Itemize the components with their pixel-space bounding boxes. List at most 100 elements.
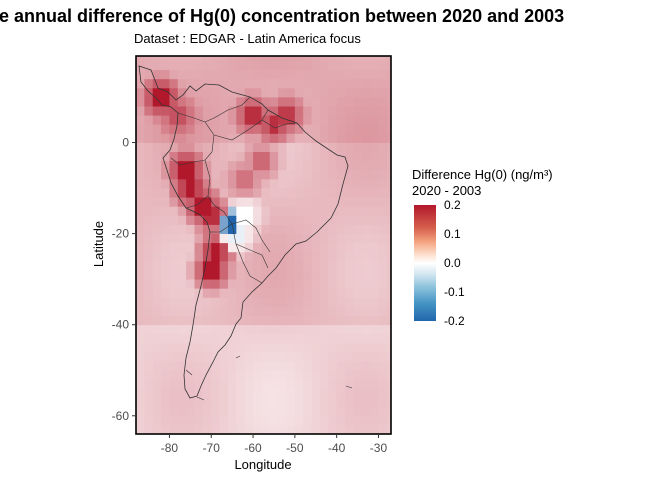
heatmap-cell bbox=[294, 342, 304, 353]
heatmap-cell bbox=[294, 60, 304, 71]
heatmap-cell bbox=[370, 370, 379, 380]
heatmap-cell bbox=[269, 297, 279, 307]
heatmap-cell bbox=[177, 260, 187, 271]
heatmap-cell bbox=[244, 260, 254, 271]
heatmap-cell bbox=[161, 151, 170, 162]
heatmap-cell bbox=[269, 415, 279, 426]
heatmap-cell bbox=[386, 197, 391, 207]
heatmap-cell bbox=[169, 215, 179, 225]
heatmap-cell bbox=[361, 251, 371, 262]
heatmap-cell bbox=[253, 160, 262, 171]
heatmap-cell bbox=[152, 352, 162, 362]
heatmap-cell bbox=[186, 60, 195, 71]
heatmap-cell bbox=[303, 160, 312, 171]
heatmap-cell bbox=[336, 160, 346, 171]
heatmap-cell bbox=[336, 324, 346, 335]
heatmap-cell bbox=[202, 270, 212, 280]
heatmap-cell bbox=[152, 178, 162, 189]
heatmap-cell bbox=[336, 78, 346, 89]
heatmap-cell bbox=[136, 142, 145, 153]
heatmap-cell bbox=[261, 56, 271, 61]
heatmap-cell bbox=[294, 397, 304, 408]
heatmap-cell bbox=[177, 251, 187, 262]
heatmap-cell bbox=[136, 379, 145, 389]
heatmap-cell bbox=[136, 87, 145, 98]
heatmap-cell bbox=[244, 251, 254, 262]
heatmap-cell bbox=[278, 288, 287, 298]
heatmap-cell bbox=[261, 406, 271, 417]
heatmap-cell bbox=[269, 361, 279, 371]
heatmap-cell bbox=[227, 96, 237, 107]
heatmap-cell bbox=[186, 197, 195, 207]
heatmap-cell bbox=[253, 379, 262, 389]
x-tick-label: -30 bbox=[370, 441, 388, 455]
heatmap-cell bbox=[227, 406, 237, 417]
heatmap-cell bbox=[303, 78, 312, 89]
heatmap-cell bbox=[336, 224, 346, 235]
heatmap-cell bbox=[227, 370, 237, 380]
x-tick-label: -80 bbox=[161, 441, 179, 455]
heatmap-cell bbox=[211, 297, 221, 307]
heatmap-cell bbox=[136, 333, 145, 344]
heatmap-cell bbox=[328, 342, 338, 353]
heatmap-cell bbox=[161, 197, 170, 207]
heatmap-cell bbox=[244, 56, 254, 61]
heatmap-cell bbox=[286, 270, 296, 280]
heatmap-cell bbox=[169, 333, 179, 344]
heatmap-cell bbox=[177, 324, 187, 335]
heatmap-cell bbox=[253, 69, 262, 80]
heatmap-cell bbox=[328, 178, 338, 189]
heatmap-cell bbox=[144, 352, 154, 362]
heatmap-cell bbox=[386, 160, 391, 171]
heatmap-cell bbox=[269, 56, 279, 61]
heatmap-cell bbox=[336, 87, 346, 98]
heatmap-cell bbox=[219, 124, 229, 134]
heatmap-cell bbox=[311, 279, 321, 289]
heatmap-cell bbox=[186, 151, 195, 162]
heatmap-cell bbox=[211, 215, 221, 225]
heatmap-cell bbox=[370, 279, 379, 289]
heatmap-cell bbox=[136, 306, 145, 316]
heatmap-cell bbox=[345, 361, 354, 371]
heatmap-cell bbox=[194, 96, 204, 107]
heatmap-cell bbox=[286, 133, 296, 143]
heatmap-cell bbox=[169, 379, 179, 389]
heatmap-cell bbox=[236, 333, 246, 344]
heatmap-cell bbox=[227, 260, 237, 271]
heatmap-cell bbox=[169, 197, 179, 207]
heatmap-cell bbox=[244, 379, 254, 389]
heatmap-cell bbox=[294, 324, 304, 335]
heatmap-cell bbox=[286, 160, 296, 171]
heatmap-cell bbox=[269, 406, 279, 417]
heatmap-cell bbox=[378, 397, 388, 408]
heatmap-cell bbox=[177, 215, 187, 225]
heatmap-cell bbox=[244, 60, 254, 71]
heatmap-cell bbox=[361, 324, 371, 335]
heatmap-cell bbox=[311, 197, 321, 207]
heatmap-cell bbox=[253, 133, 262, 143]
heatmap-cell bbox=[361, 406, 371, 417]
heatmap-cell bbox=[328, 106, 338, 116]
heatmap-cell bbox=[152, 142, 162, 153]
heatmap-cell bbox=[286, 206, 296, 216]
heatmap-cell bbox=[136, 106, 145, 116]
heatmap-cell bbox=[152, 324, 162, 335]
heatmap-cell bbox=[211, 224, 221, 235]
legend-colorbar bbox=[414, 205, 436, 321]
heatmap-cell bbox=[169, 124, 179, 134]
heatmap-cell bbox=[361, 188, 371, 198]
heatmap-cell bbox=[319, 160, 329, 171]
heatmap-cell bbox=[303, 233, 312, 244]
heatmap-cell bbox=[328, 56, 338, 61]
heatmap-cell bbox=[136, 406, 145, 417]
heatmap-cell bbox=[236, 206, 246, 216]
heatmap-cell bbox=[177, 270, 187, 280]
heatmap-cell bbox=[336, 306, 346, 316]
heatmap-cell bbox=[244, 242, 254, 253]
heatmap-cell bbox=[161, 361, 170, 371]
heatmap-cell bbox=[161, 69, 170, 80]
x-axis-ticks: -80 -70 -60 -50 -40 -30 bbox=[161, 434, 388, 455]
heatmap-cell bbox=[269, 215, 279, 225]
heatmap-cell bbox=[236, 87, 246, 98]
heatmap-cell bbox=[328, 188, 338, 198]
